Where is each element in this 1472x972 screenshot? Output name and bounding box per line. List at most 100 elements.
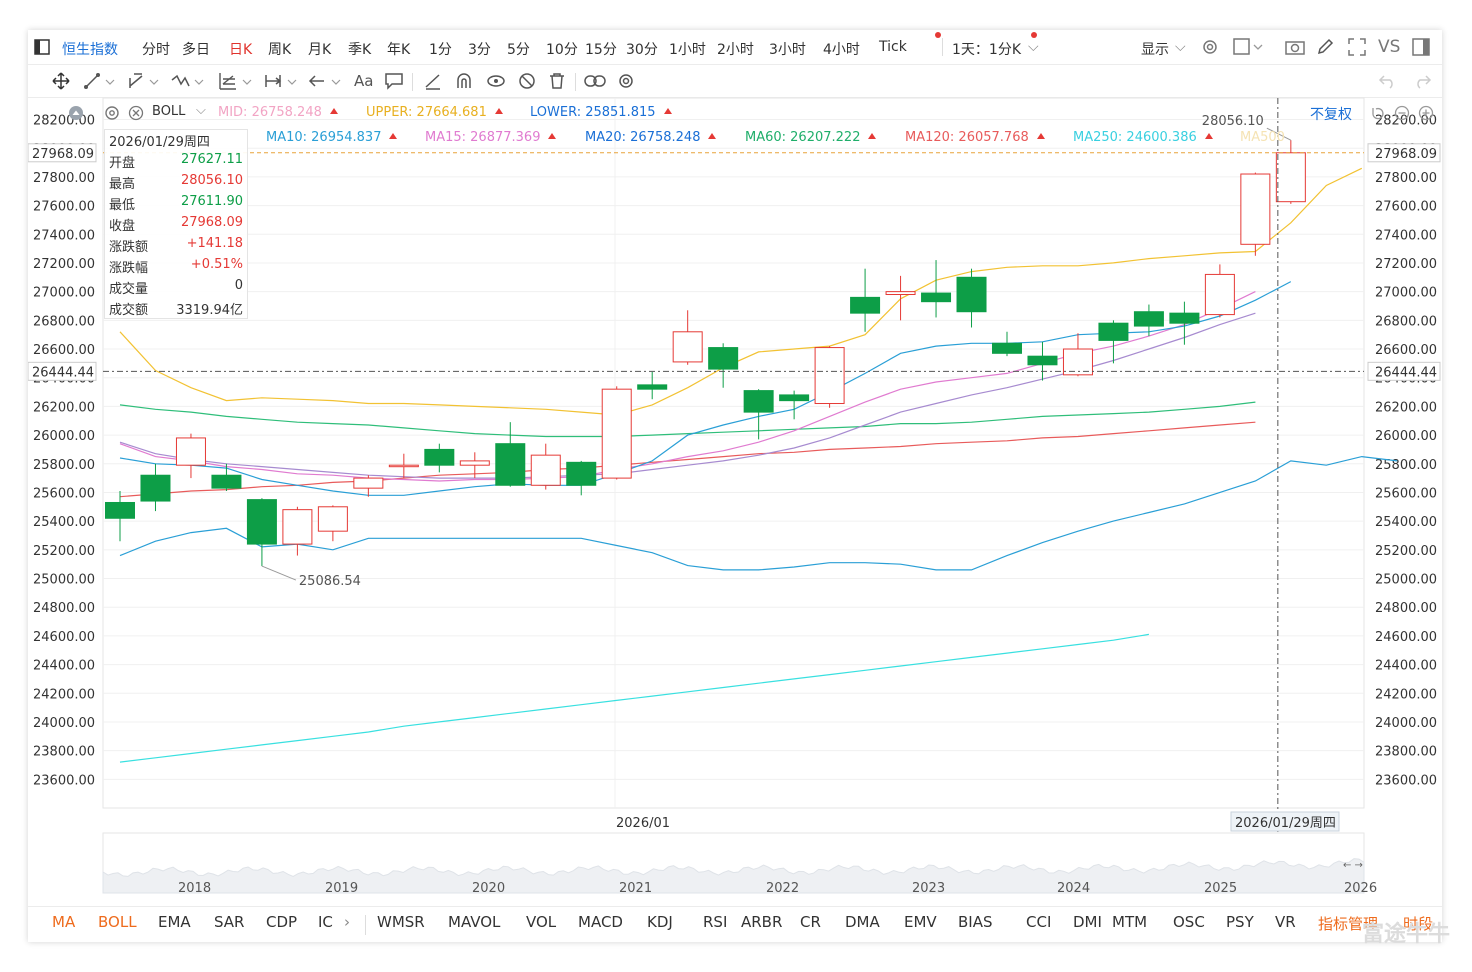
time-segment-button[interactable]: 时段 bbox=[1403, 915, 1434, 933]
compare-button[interactable]: VS bbox=[1378, 37, 1401, 57]
sidebar-toggle-icon[interactable] bbox=[34, 39, 50, 55]
period-tab-14[interactable]: 2小时 bbox=[717, 42, 754, 58]
boll-settings-icon[interactable] bbox=[104, 105, 120, 121]
chevron-down-icon[interactable]: ⌵ bbox=[196, 103, 206, 118]
ma120-line bbox=[119, 421, 1256, 498]
chevron-down-icon[interactable]: ⌵ bbox=[1175, 39, 1186, 55]
period-tab-2[interactable]: 日K bbox=[229, 42, 253, 58]
candle-body bbox=[140, 474, 171, 502]
camera-icon[interactable] bbox=[1285, 38, 1305, 56]
indicator-tab-vol[interactable]: VOL bbox=[526, 913, 557, 931]
period-tab-6[interactable]: 年K bbox=[387, 42, 411, 58]
wave-tool-icon[interactable] bbox=[171, 72, 207, 90]
period-tab-15[interactable]: 3小时 bbox=[769, 42, 806, 58]
indicator-tab-boll[interactable]: BOLL bbox=[98, 913, 137, 931]
indicator-tab-ic[interactable]: IC bbox=[318, 913, 333, 931]
adjust-toggle[interactable]: 不复权 bbox=[1310, 107, 1352, 123]
period-tab-10[interactable]: 10分 bbox=[546, 42, 578, 58]
indicator-tab-arbr[interactable]: ARBR bbox=[741, 913, 783, 931]
candlestick-chart[interactable]: 28200.0028200.0028000.0028000.0027800.00… bbox=[28, 30, 1442, 906]
fib-tool-icon[interactable] bbox=[219, 72, 255, 90]
index-name[interactable]: 恒生指数 bbox=[62, 42, 118, 58]
candle-body bbox=[885, 291, 916, 296]
ma60-line bbox=[119, 401, 1256, 438]
text-tool-icon[interactable]: Aa bbox=[354, 72, 374, 90]
indicator-tab-ma[interactable]: MA bbox=[52, 913, 76, 931]
indicator-tab-cdp[interactable]: CDP bbox=[266, 913, 298, 931]
chart-style-icon[interactable] bbox=[1233, 38, 1265, 56]
gear-icon[interactable] bbox=[1201, 38, 1219, 56]
period-tab-11[interactable]: 15分 bbox=[585, 42, 617, 58]
panel-layout-icon[interactable] bbox=[1412, 38, 1430, 56]
indicator-tab-mtm[interactable]: MTM bbox=[1112, 913, 1148, 931]
candle-body bbox=[495, 443, 526, 486]
period-tab-13[interactable]: 1小时 bbox=[669, 42, 706, 58]
ref-price-tag-right bbox=[1367, 361, 1441, 381]
candle-body bbox=[1204, 273, 1235, 316]
indicator-tab-osc[interactable]: OSC bbox=[1173, 913, 1205, 931]
indicator-manage-button[interactable]: 指标管理 bbox=[1318, 915, 1379, 933]
range-tool-icon[interactable] bbox=[264, 72, 300, 90]
period-tab-17[interactable]: Tick bbox=[879, 39, 907, 55]
indicator-tab-ema[interactable]: EMA bbox=[158, 913, 191, 931]
indicator-tab-cci[interactable]: CCI bbox=[1026, 913, 1052, 931]
period-tab-8[interactable]: 3分 bbox=[468, 42, 491, 58]
comment-tool-icon[interactable] bbox=[385, 72, 403, 90]
period-tab-9[interactable]: 5分 bbox=[507, 42, 530, 58]
interval-new-dot bbox=[1031, 32, 1037, 38]
draw-settings-icon[interactable] bbox=[617, 72, 635, 90]
period-tab-7[interactable]: 1分 bbox=[429, 42, 452, 58]
indicator-tab-rsi[interactable]: RSI bbox=[703, 913, 728, 931]
line-tool-icon[interactable] bbox=[84, 72, 118, 90]
eye-lock-icon[interactable] bbox=[486, 72, 506, 90]
period-tab-5[interactable]: 季K bbox=[348, 42, 372, 58]
redo-icon[interactable] bbox=[1412, 72, 1432, 90]
indicator-tab-macd[interactable]: MACD bbox=[578, 913, 623, 931]
y-tick-label-left: 28200.00 bbox=[33, 114, 95, 129]
indicator-tab-wmsr[interactable]: WMSR bbox=[377, 913, 425, 931]
indicator-tab-emv[interactable]: EMV bbox=[904, 913, 937, 931]
indicator-tab-dmi[interactable]: DMI bbox=[1073, 913, 1102, 931]
brush-tool-icon[interactable] bbox=[424, 72, 442, 90]
display-menu[interactable]: 显示 bbox=[1141, 42, 1169, 58]
y-tick-label-left: 27800.00 bbox=[33, 171, 95, 186]
collapse-icon[interactable] bbox=[68, 105, 84, 121]
arrow-tool-icon[interactable] bbox=[308, 72, 344, 90]
period-tab-12[interactable]: 30分 bbox=[626, 42, 658, 58]
magnet-icon[interactable] bbox=[455, 72, 473, 90]
indicator-tab-mavol[interactable]: MAVOL bbox=[448, 913, 501, 931]
boll-label[interactable]: BOLL bbox=[152, 104, 186, 119]
chevron-right-icon[interactable]: › bbox=[344, 913, 350, 931]
indicator-tab-vr[interactable]: VR bbox=[1275, 913, 1296, 931]
period-tab-1[interactable]: 多日 bbox=[182, 42, 210, 58]
period-tab-0[interactable]: 分时 bbox=[142, 42, 170, 58]
period-tab-4[interactable]: 月K bbox=[308, 42, 332, 58]
pane-controls[interactable] bbox=[1370, 105, 1436, 121]
interval-select[interactable]: 1天：1分K bbox=[952, 42, 1021, 58]
indicator-tab-bias[interactable]: BIAS bbox=[958, 913, 993, 931]
trash-icon[interactable] bbox=[548, 72, 566, 90]
candle-body bbox=[459, 460, 490, 466]
indicator-tab-sar[interactable]: SAR bbox=[214, 913, 245, 931]
y-tick-label-left: 26600.00 bbox=[33, 343, 95, 358]
undo-icon[interactable] bbox=[1378, 72, 1398, 90]
indicator-tab-dma[interactable]: DMA bbox=[845, 913, 880, 931]
indicator-tab-kdj[interactable]: KDJ bbox=[647, 913, 673, 931]
close-icon[interactable] bbox=[128, 105, 144, 121]
candle-body bbox=[779, 394, 810, 402]
period-tab-16[interactable]: 4小时 bbox=[823, 42, 860, 58]
fullscreen-icon[interactable] bbox=[1348, 38, 1366, 56]
indicator-tab-cr[interactable]: CR bbox=[800, 913, 821, 931]
period-tab-3[interactable]: 周K bbox=[268, 42, 292, 58]
link-icon[interactable] bbox=[584, 72, 606, 90]
boll-upper-line bbox=[119, 167, 1363, 416]
move-icon[interactable] bbox=[52, 72, 70, 90]
pen-icon[interactable] bbox=[1316, 38, 1334, 56]
candle-body bbox=[992, 342, 1022, 354]
hide-icon[interactable] bbox=[518, 72, 536, 90]
channel-tool-icon[interactable] bbox=[128, 72, 162, 90]
indicator-tab-psy[interactable]: PSY bbox=[1226, 913, 1254, 931]
candle-body bbox=[1169, 312, 1200, 324]
chevron-down-icon[interactable]: ⌵ bbox=[1028, 39, 1039, 55]
ref-price-tag-left bbox=[28, 361, 97, 381]
